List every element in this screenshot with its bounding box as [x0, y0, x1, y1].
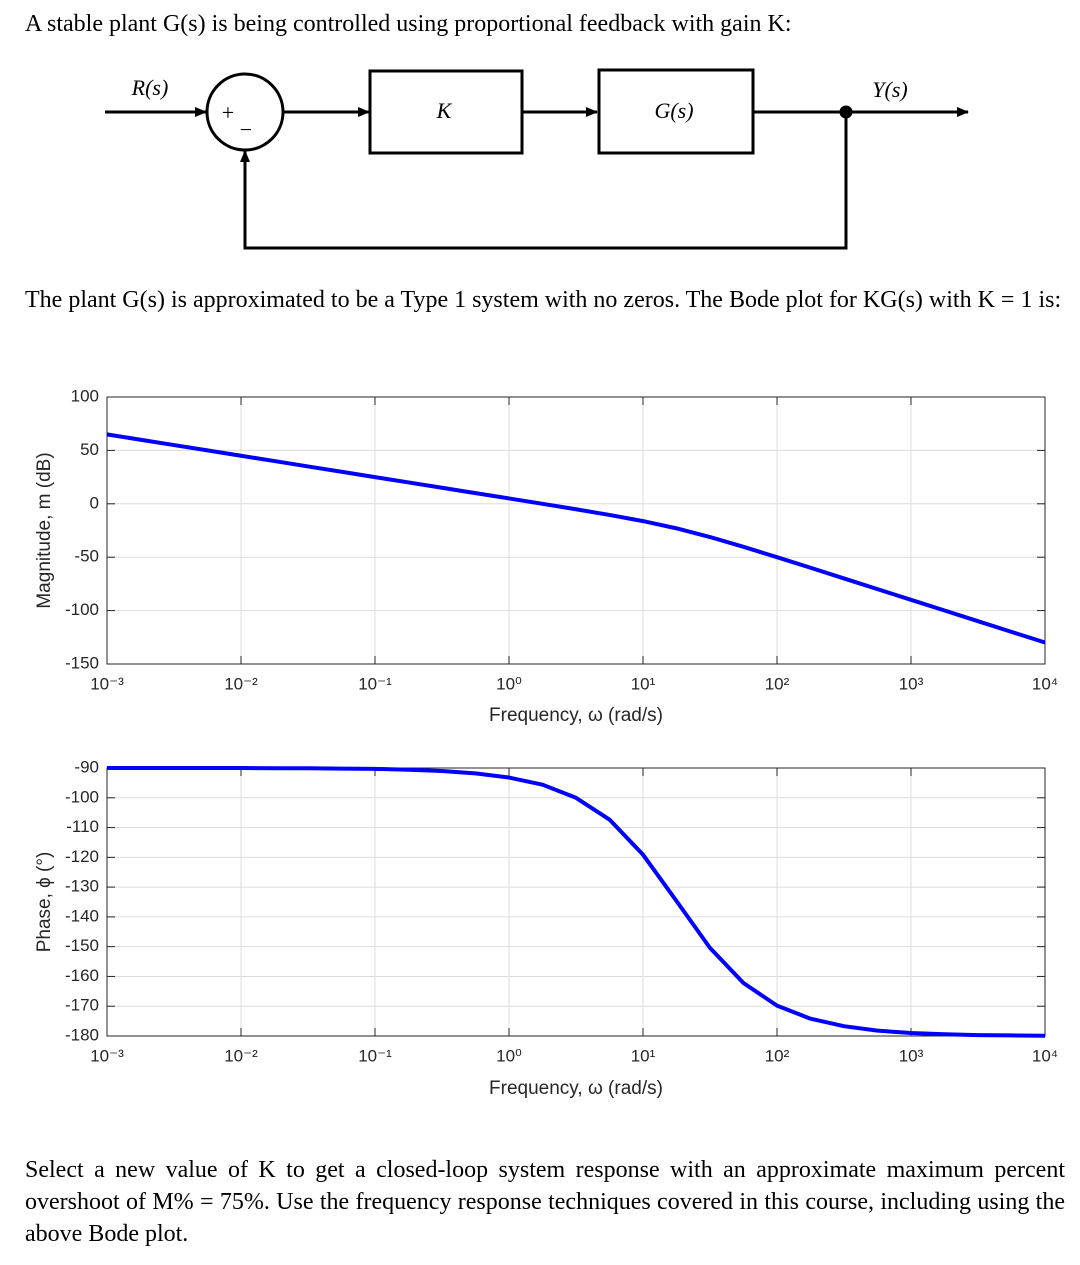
x-tick-label: 10³: [899, 1046, 924, 1065]
input-label: R(s): [131, 75, 169, 100]
data-line: [107, 766, 1046, 1038]
x-tick-label: 10¹: [631, 674, 656, 693]
axes-box: [106, 767, 1046, 1037]
plant-text: The plant G(s) is approximated to be a T…: [25, 287, 1062, 313]
intro-text: A stable plant G(s) is being controlled …: [25, 11, 792, 37]
x-tick-label: 10⁻³: [90, 1046, 124, 1065]
y-tick-label: -110: [66, 817, 99, 836]
data-line: [106, 432, 1046, 645]
x-tick-label: 10²: [765, 1046, 790, 1065]
plot-area: [107, 397, 1045, 664]
y-tick-label: -150: [65, 653, 99, 672]
y-tick-label: 100: [71, 386, 99, 405]
y-tick-label: -50: [74, 547, 99, 566]
plant-label: G(s): [654, 98, 693, 123]
y-tick-label: -140: [65, 906, 99, 925]
x-axis-label: Frequency, ω (rad/s): [489, 1078, 663, 1099]
x-tick-label: 10⁻²: [224, 1046, 258, 1065]
x-tick-label: 10²: [765, 674, 790, 693]
y-tick-label: -100: [65, 787, 99, 806]
y-tick-label: -130: [65, 877, 99, 896]
y-tick-label: -170: [65, 996, 99, 1015]
block-diagram: [105, 68, 969, 250]
plus-sign: +: [222, 100, 234, 125]
minus-sign: −: [240, 117, 252, 142]
y-axis-label: Magnitude, m (dB): [34, 452, 55, 608]
y-tick-label: -160: [65, 966, 99, 985]
feedback-path: [240, 112, 848, 250]
x-tick-label: 10⁻¹: [358, 1046, 392, 1065]
plot-area: [107, 768, 1045, 1036]
x-tick-label: 10⁻³: [90, 674, 124, 693]
y-tick-label: -90: [74, 757, 99, 776]
output-label: Y(s): [872, 77, 907, 102]
y-tick-label: 0: [90, 493, 99, 512]
question-text: Select a new value of K to get a closed-…: [25, 1157, 1065, 1247]
axes-box: [106, 396, 1046, 665]
y-tick-label: 50: [80, 440, 99, 459]
x-tick-label: 10⁻¹: [358, 674, 392, 693]
x-tick-label: 10⁴: [1032, 674, 1058, 693]
x-tick-label: 10⁰: [496, 1046, 522, 1065]
x-axis-label: Frequency, ω (rad/s): [489, 705, 663, 726]
y-tick-label: -180: [65, 1025, 99, 1044]
y-axis-label: Phase, ϕ (°): [34, 852, 55, 953]
controller-label: K: [436, 98, 453, 123]
y-tick-label: -120: [65, 847, 99, 866]
y-tick-label: -100: [65, 600, 99, 619]
x-tick-label: 10¹: [631, 1046, 656, 1065]
x-tick-label: 10⁴: [1032, 1046, 1058, 1065]
y-tick-label: -150: [65, 936, 99, 955]
x-tick-label: 10⁰: [496, 674, 522, 693]
x-tick-label: 10³: [899, 674, 924, 693]
x-tick-label: 10⁻²: [224, 674, 258, 693]
